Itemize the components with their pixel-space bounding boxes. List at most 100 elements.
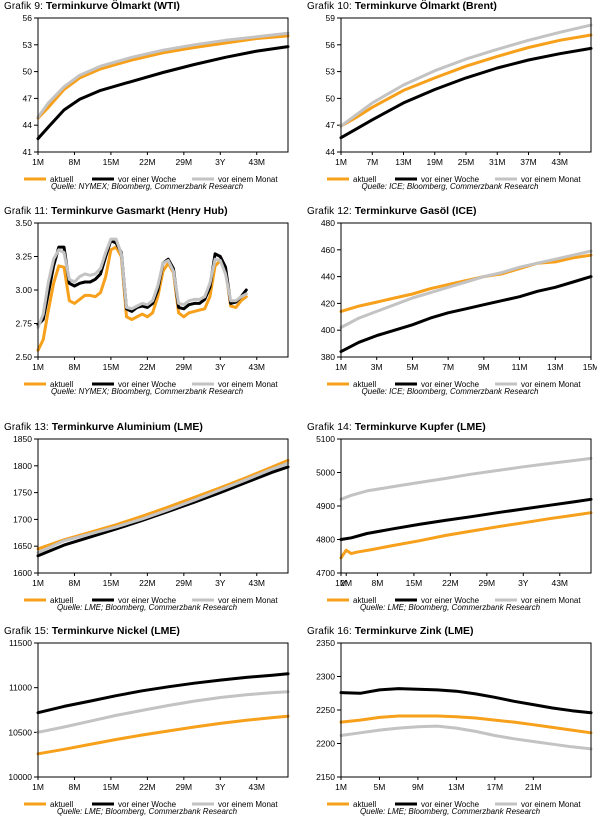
y-tick-label: 1700 — [13, 514, 32, 524]
legend-label-monat: vor einem Monat — [521, 800, 581, 809]
chart-svg: 380 400 420 440 460 480 1M 3M 5M 7M 9M 11M 13M 15M akt… — [321, 219, 597, 389]
legend-label-monat: vor einem Monat — [218, 380, 278, 389]
y-tick-label: 1800 — [13, 461, 32, 471]
y-tick-label: 56 — [326, 40, 336, 50]
chart-svg: 2150 2200 2250 2300 2350 1M 5M 9M 13M 17M 21M aktue… — [316, 639, 593, 809]
x-tick-label: 13M — [547, 362, 564, 372]
plot-frame — [340, 438, 592, 574]
series-line-aktuell — [339, 511, 593, 560]
y-tick-label: 400 — [321, 325, 335, 335]
x-tick-label: 3Y — [215, 362, 226, 372]
chart-number: 11: — [34, 205, 49, 217]
x-tick-label: 9M — [478, 362, 490, 372]
series-line-monat — [339, 456, 593, 501]
chart-source: Quelle: LME; Bloomberg, Commerzbank Rese… — [359, 807, 541, 816]
y-tick-label: 53 — [23, 40, 33, 50]
chart-panel-aluminium: Grafik 13: Terminkurve Aluminium (LME) 1… — [0, 421, 294, 621]
x-tick-label: 11M — [512, 362, 528, 372]
y-tick-label: 3.00 — [15, 285, 32, 295]
x-tick-label: 1M — [335, 362, 347, 372]
x-tick-label: 3Y — [518, 578, 529, 588]
x-tick-label: 1M — [335, 782, 347, 792]
x-tick-label: 29M — [176, 157, 193, 167]
chart-source: Quelle: LME; Bloomberg, Commerzbank Rese… — [56, 807, 238, 816]
x-tick-label: 43M — [248, 578, 265, 588]
x-tick-label: 43M — [551, 157, 568, 167]
y-tick-label: 11500 — [9, 639, 32, 648]
legend-label-monat: vor einem Monat — [218, 596, 278, 605]
x-tick-label: 1M — [32, 782, 44, 792]
x-tick-label: 3Y — [215, 578, 226, 588]
chart-source: Quelle: NYMEX; Bloomberg, Commerzbank Re… — [50, 182, 244, 191]
legend-label-aktuell: aktuell — [353, 380, 376, 389]
y-tick-label: 2150 — [316, 772, 335, 782]
plot-frame — [37, 438, 289, 574]
chart-title-text: Terminkurve Aluminium (LME) — [51, 421, 203, 433]
series-line-aktuell — [339, 33, 593, 128]
series-line-woche — [36, 465, 290, 558]
legend-label-aktuell: aktuell — [50, 380, 73, 389]
series-line-monat — [339, 249, 593, 329]
plot-frame — [37, 17, 289, 153]
x-tick-label: 22M — [139, 578, 156, 588]
x-tick-label: 43M — [248, 157, 265, 167]
y-tick-label: 11000 — [9, 683, 32, 693]
chart-title: Grafik 9: Terminkurve Ölmarkt (WTI) — [4, 0, 180, 12]
y-tick-label: 2300 — [316, 672, 335, 682]
y-tick-label: 47 — [23, 93, 33, 103]
y-tick-label: 3.25 — [15, 252, 32, 262]
legend-label-monat: vor einem Monat — [521, 380, 581, 389]
plot-frame — [340, 17, 592, 153]
y-tick-label: 2350 — [316, 639, 335, 648]
chart-number: 13: — [34, 421, 49, 433]
chart-label-prefix: Grafik — [307, 206, 335, 217]
chart-number: 12: — [337, 205, 352, 217]
y-tick-label: 44 — [326, 147, 336, 157]
chart-title: Grafik 16: Terminkurve Zink (LME) — [307, 625, 474, 637]
chart-label-prefix: Grafik — [4, 206, 32, 217]
x-tick-label: 43M — [551, 578, 568, 588]
chart-number: 10: — [337, 0, 352, 12]
y-tick-label: 50 — [23, 67, 33, 77]
legend-label-aktuell: aktuell — [50, 800, 73, 809]
chart-title: Grafik 12: Terminkurve Gasöl (ICE) — [307, 205, 477, 217]
legend-label-aktuell: aktuell — [50, 596, 73, 605]
y-tick-label: 41 — [23, 147, 33, 157]
series-line-woche — [339, 687, 593, 715]
y-tick-label: 4800 — [316, 535, 335, 545]
series-line-monat — [36, 237, 248, 329]
x-tick-label: 3Y — [215, 157, 226, 167]
chart-source: Quelle: NYMEX; Bloomberg, Commerzbank Re… — [50, 387, 244, 396]
legend-label-monat: vor einem Monat — [521, 175, 581, 184]
x-tick-label: 19M — [426, 157, 443, 167]
chart-label-prefix: Grafik — [4, 422, 32, 433]
y-tick-label: 460 — [321, 245, 335, 255]
series-line-aktuell — [36, 245, 248, 352]
y-tick-label: 56 — [23, 14, 33, 23]
x-tick-label: 1M — [32, 578, 44, 588]
x-tick-label: 15M — [103, 157, 120, 167]
y-tick-label: 420 — [321, 298, 335, 308]
chart-panel-wti: Grafik 9: Terminkurve Ölmarkt (WTI) 41 44… — [0, 0, 294, 200]
chart-title: Grafik 10: Terminkurve Ölmarkt (Brent) — [307, 0, 497, 12]
chart-svg: 1600 1650 1700 1750 1800 1850 1M 8M 15M 22M 29M 3Y 4… — [13, 435, 290, 605]
series-line-woche — [339, 46, 593, 140]
y-tick-label: 10500 — [8, 727, 32, 737]
legend-label-woche: vor einer Woche — [421, 175, 480, 184]
chart-label-prefix: Grafik — [4, 1, 32, 12]
chart-panel-gasoel: Grafik 12: Terminkurve Gasöl (ICE) 380 40… — [303, 205, 597, 405]
series-line-aktuell — [36, 714, 290, 756]
x-tick-label: 1M — [32, 362, 44, 372]
plot-frame — [340, 642, 592, 778]
x-tick-label: 22M — [442, 578, 459, 588]
legend-label-aktuell: aktuell — [353, 175, 376, 184]
x-tick-label: 13M — [395, 157, 412, 167]
x-tick-label: 3Y — [215, 782, 226, 792]
chart-title: Grafik 13: Terminkurve Aluminium (LME) — [4, 421, 203, 433]
series-line-monat — [36, 690, 290, 734]
chart-title: Grafik 14: Terminkurve Kupfer (LME) — [307, 421, 486, 433]
y-tick-label: 2250 — [316, 705, 335, 715]
series-line-woche — [36, 672, 290, 715]
x-tick-label: 31M — [489, 157, 506, 167]
x-tick-label: 22M — [139, 782, 156, 792]
